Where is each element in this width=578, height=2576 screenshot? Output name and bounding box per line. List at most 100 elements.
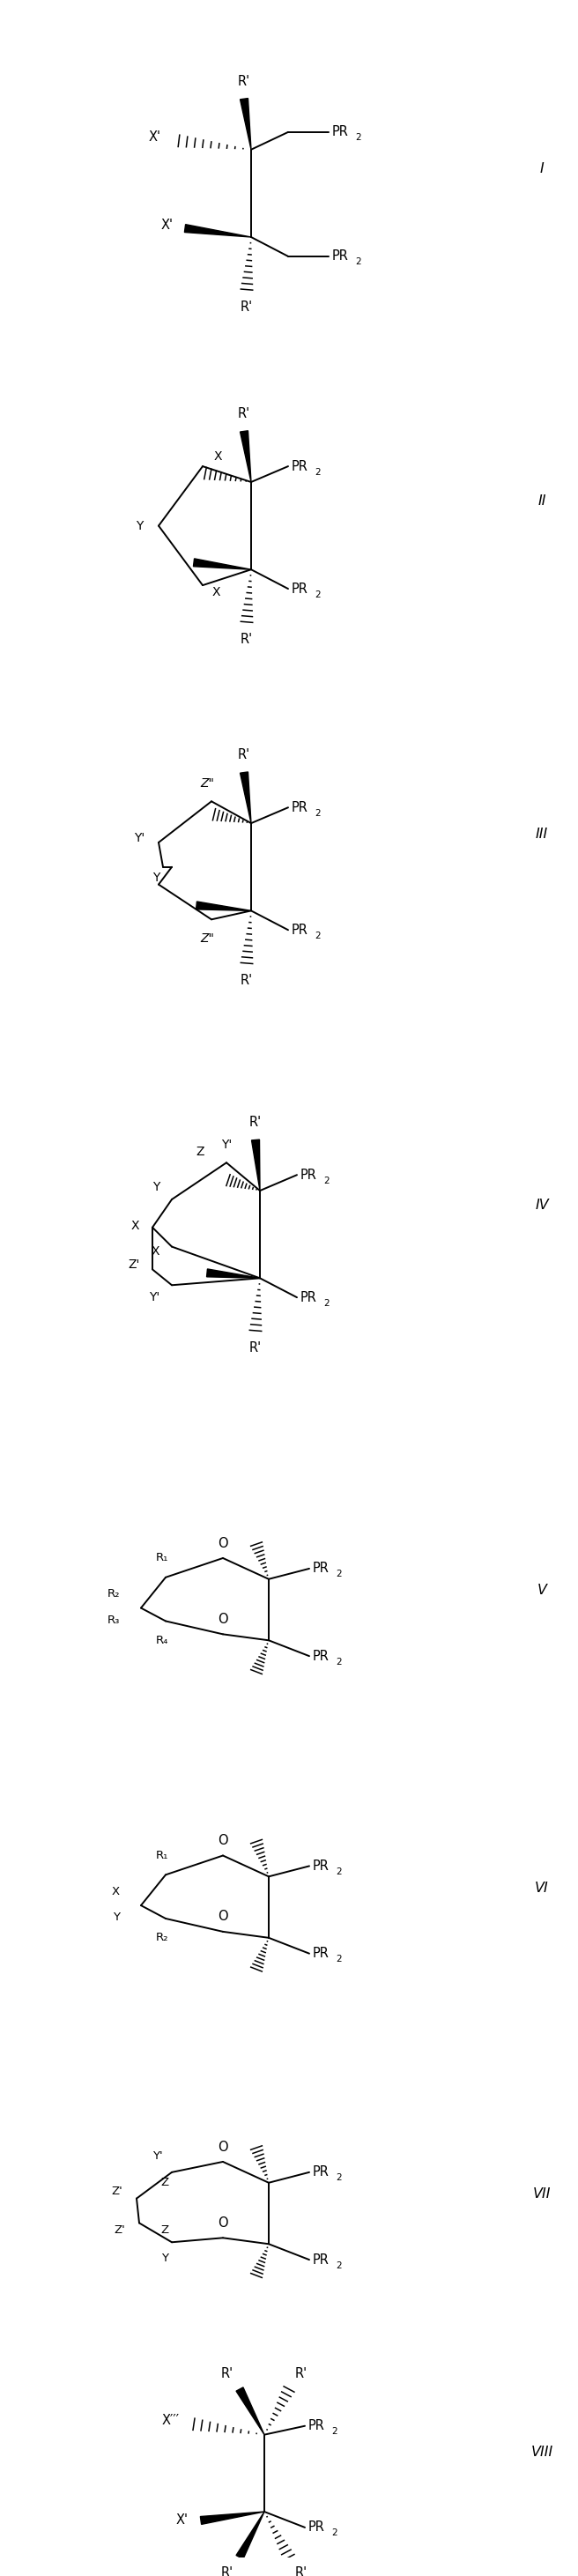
Text: Z': Z' xyxy=(111,2187,123,2197)
Text: 2: 2 xyxy=(336,1955,342,1963)
Text: PR: PR xyxy=(309,2419,325,2432)
Text: PR: PR xyxy=(313,1860,329,1873)
Polygon shape xyxy=(194,559,251,569)
Text: R': R' xyxy=(221,2367,234,2380)
Text: 2: 2 xyxy=(332,2530,338,2537)
Text: R': R' xyxy=(238,750,250,762)
Text: R₄: R₄ xyxy=(156,1636,168,1646)
Text: 2: 2 xyxy=(355,258,361,265)
Text: 2: 2 xyxy=(336,1868,342,1875)
Text: 2: 2 xyxy=(336,2174,342,2182)
Text: R': R' xyxy=(249,1342,262,1355)
Text: PR: PR xyxy=(292,459,308,474)
Text: PR: PR xyxy=(313,1649,329,1662)
Text: PR: PR xyxy=(313,2254,329,2267)
Text: PR: PR xyxy=(313,2166,329,2179)
Text: PR: PR xyxy=(313,1947,329,1960)
Text: IV: IV xyxy=(535,1198,549,1213)
Polygon shape xyxy=(251,1139,260,1190)
Polygon shape xyxy=(236,2388,264,2434)
Text: R': R' xyxy=(240,634,253,647)
Text: PR: PR xyxy=(313,1561,329,1574)
Text: R₁: R₁ xyxy=(156,1850,168,1862)
Text: O: O xyxy=(218,2215,228,2231)
Text: R': R' xyxy=(238,407,250,420)
Text: R₃: R₃ xyxy=(107,1615,120,1625)
Text: 2: 2 xyxy=(324,1298,329,1309)
Text: Y: Y xyxy=(161,2251,168,2264)
Text: PR: PR xyxy=(292,801,308,814)
Text: III: III xyxy=(536,827,548,840)
Text: I: I xyxy=(540,162,544,175)
Text: X': X' xyxy=(149,131,161,144)
Text: X: X xyxy=(212,587,220,598)
Text: Y': Y' xyxy=(134,832,144,845)
Text: Z: Z xyxy=(161,2223,169,2236)
Text: X: X xyxy=(131,1218,139,1231)
Text: 2: 2 xyxy=(336,1569,342,1579)
Polygon shape xyxy=(240,430,251,482)
Text: 2: 2 xyxy=(315,809,321,817)
Text: X': X' xyxy=(176,2514,188,2527)
Text: R': R' xyxy=(238,75,250,88)
Text: O: O xyxy=(218,1538,228,1551)
Text: Z": Z" xyxy=(200,778,214,791)
Text: Z: Z xyxy=(161,2177,169,2190)
Polygon shape xyxy=(207,1270,260,1278)
Text: R': R' xyxy=(240,301,253,314)
Polygon shape xyxy=(240,98,251,149)
Polygon shape xyxy=(236,2512,264,2558)
Text: R': R' xyxy=(249,1115,262,1128)
Text: X′′′: X′′′ xyxy=(162,2414,180,2427)
Text: 2: 2 xyxy=(336,2262,342,2269)
Text: X: X xyxy=(112,1886,120,1896)
Text: Z': Z' xyxy=(128,1260,140,1270)
Text: V: V xyxy=(537,1584,547,1597)
Text: R': R' xyxy=(240,974,253,987)
Text: R₂: R₂ xyxy=(107,1589,120,1600)
Polygon shape xyxy=(196,902,251,912)
Polygon shape xyxy=(240,773,251,824)
Text: PR: PR xyxy=(301,1291,317,1303)
Text: Z: Z xyxy=(196,1146,205,1159)
Text: Y: Y xyxy=(113,1911,120,1924)
Text: R': R' xyxy=(221,2566,234,2576)
Text: Y': Y' xyxy=(149,1291,160,1303)
Text: VIII: VIII xyxy=(531,2445,553,2460)
Text: 2: 2 xyxy=(355,134,361,142)
Text: Y: Y xyxy=(152,871,160,884)
Text: PR: PR xyxy=(301,1170,317,1182)
Text: R₂: R₂ xyxy=(155,1932,169,1942)
Text: 2: 2 xyxy=(315,933,321,940)
Text: 2: 2 xyxy=(315,469,321,477)
Text: O: O xyxy=(218,1613,228,1625)
Text: PR: PR xyxy=(292,582,308,595)
Polygon shape xyxy=(184,224,251,237)
Text: VII: VII xyxy=(533,2187,551,2200)
Text: Y: Y xyxy=(152,1180,160,1193)
Text: R': R' xyxy=(295,2566,307,2576)
Text: PR: PR xyxy=(292,922,308,938)
Text: O: O xyxy=(218,1834,228,1847)
Text: II: II xyxy=(538,495,546,507)
Text: VI: VI xyxy=(535,1880,549,1893)
Text: Z': Z' xyxy=(114,2223,125,2236)
Text: Y': Y' xyxy=(221,1139,232,1151)
Text: O: O xyxy=(218,2141,228,2154)
Text: PR: PR xyxy=(332,250,349,263)
Text: 2: 2 xyxy=(315,590,321,598)
Text: Y': Y' xyxy=(153,2151,163,2161)
Text: O: O xyxy=(218,1911,228,1924)
Text: X': X' xyxy=(161,219,173,232)
Text: PR: PR xyxy=(332,126,349,139)
Text: R': R' xyxy=(295,2367,307,2380)
Text: 2: 2 xyxy=(324,1177,329,1185)
Text: Z": Z" xyxy=(200,933,214,945)
Text: X: X xyxy=(151,1244,160,1257)
Text: 2: 2 xyxy=(336,1656,342,1667)
Text: PR: PR xyxy=(309,2522,325,2535)
Text: Y: Y xyxy=(135,520,143,533)
Polygon shape xyxy=(201,2512,264,2524)
Text: R₁: R₁ xyxy=(156,1553,168,1564)
Text: X: X xyxy=(213,451,222,464)
